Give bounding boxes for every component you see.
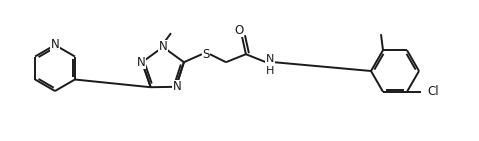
Text: N
H: N H — [266, 54, 274, 76]
Text: N: N — [51, 38, 59, 51]
Text: O: O — [234, 24, 243, 37]
Text: S: S — [202, 48, 210, 61]
Text: N: N — [159, 40, 167, 53]
Text: Cl: Cl — [427, 85, 439, 98]
Text: N: N — [172, 80, 182, 93]
Text: N: N — [137, 56, 146, 69]
